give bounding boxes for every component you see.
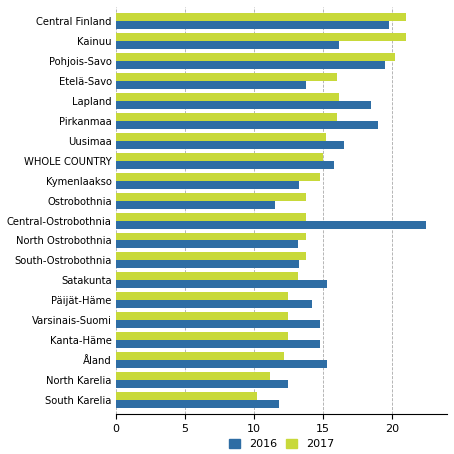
Bar — [116, 141, 344, 148]
Bar — [116, 340, 320, 348]
Bar — [116, 301, 312, 308]
Bar — [116, 81, 306, 89]
Bar — [116, 312, 288, 321]
Bar — [116, 372, 271, 380]
Bar — [116, 360, 327, 368]
Bar — [116, 41, 340, 49]
Bar — [116, 133, 326, 141]
Bar — [116, 101, 371, 109]
Bar — [116, 380, 288, 388]
Bar — [116, 221, 426, 228]
Bar — [116, 181, 300, 188]
Bar — [116, 33, 406, 41]
Bar — [116, 212, 306, 221]
Bar — [116, 281, 327, 288]
Bar — [116, 252, 306, 261]
Bar — [116, 192, 306, 201]
Bar — [116, 232, 306, 241]
Bar — [116, 173, 320, 181]
Bar — [116, 392, 257, 400]
Bar — [116, 272, 298, 281]
Bar — [116, 53, 395, 61]
Bar — [116, 201, 275, 208]
Bar — [116, 400, 279, 408]
Bar — [116, 121, 378, 129]
Bar — [116, 241, 298, 248]
Bar — [116, 73, 337, 81]
Bar — [116, 161, 334, 168]
Bar — [116, 153, 323, 161]
Bar — [116, 261, 300, 268]
Bar — [116, 292, 288, 301]
Legend: 2016, 2017: 2016, 2017 — [224, 434, 339, 454]
Bar — [116, 332, 288, 340]
Bar — [116, 61, 385, 69]
Bar — [116, 352, 284, 360]
Bar — [116, 13, 406, 21]
Bar — [116, 321, 320, 328]
Bar — [116, 93, 340, 101]
Bar — [116, 113, 337, 121]
Bar — [116, 21, 389, 29]
